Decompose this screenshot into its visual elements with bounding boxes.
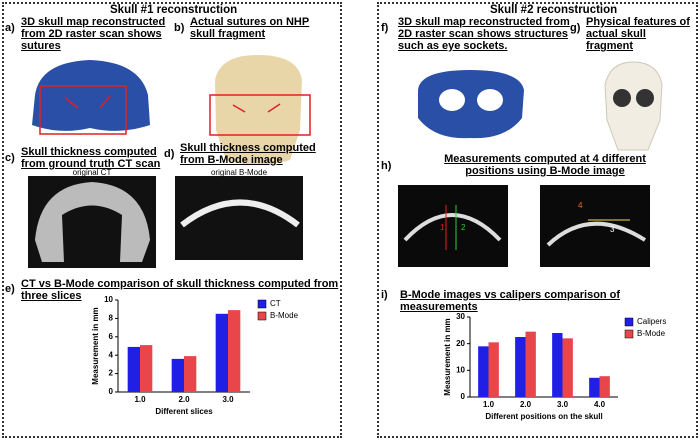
image-label: 4 xyxy=(578,201,583,210)
bar xyxy=(488,342,499,397)
x-tick-label: 2.0 xyxy=(520,400,532,409)
y-axis-label: Measurement in mm xyxy=(91,307,100,384)
panel-caption: 3D skull map reconstructed from 2D raste… xyxy=(398,16,570,52)
bar xyxy=(171,358,184,392)
legend-label: Calipers xyxy=(637,317,666,326)
suture-mark xyxy=(267,103,281,113)
highlight-box xyxy=(209,94,311,136)
bar xyxy=(599,376,610,397)
y-tick-label: 0 xyxy=(461,392,466,401)
panel-caption: Measurements computed at 4 different pos… xyxy=(444,153,646,177)
legend-label: B-Mode xyxy=(270,311,299,320)
panel-frame xyxy=(377,2,698,438)
legend-swatch xyxy=(624,329,634,339)
x-tick-label: 1.0 xyxy=(483,400,495,409)
bar xyxy=(562,338,573,397)
bmode-image xyxy=(398,185,508,267)
y-tick-label: 30 xyxy=(456,312,465,321)
y-tick-label: 0 xyxy=(109,387,114,396)
legend-label: CT xyxy=(270,299,281,308)
panel-label: i) xyxy=(381,289,388,301)
y-tick-label: 8 xyxy=(109,314,114,323)
bar xyxy=(140,345,153,392)
x-tick-label: 2.0 xyxy=(178,395,190,404)
panel-label: e) xyxy=(5,283,15,295)
legend-swatch xyxy=(624,317,634,327)
panel-caption: Physical features of actual skull fragme… xyxy=(586,16,690,52)
eye-socket xyxy=(477,89,503,111)
x-tick-label: 3.0 xyxy=(222,395,234,404)
panel-caption: CT vs B-Mode comparison of skull thickne… xyxy=(21,278,339,302)
skull-map xyxy=(418,70,524,139)
bmode-skull xyxy=(403,213,502,242)
image-label: original B-Mode xyxy=(211,168,268,177)
legend-swatch xyxy=(257,311,267,321)
bmode-skull xyxy=(546,221,647,247)
legend-label: B-Mode xyxy=(637,329,666,338)
panel-caption: B-Mode images vs calipers comparison of … xyxy=(400,289,621,313)
panel-label: f) xyxy=(381,22,389,34)
y-tick-label: 20 xyxy=(456,339,465,348)
panel-label: d) xyxy=(164,148,175,160)
bmode-image xyxy=(540,185,650,267)
bar xyxy=(127,346,140,392)
panel-label: a) xyxy=(5,22,15,34)
eye-socket xyxy=(636,89,654,107)
x-axis-label: Different positions on the skull xyxy=(485,412,602,421)
bar xyxy=(478,346,489,397)
bar xyxy=(228,310,241,392)
panel-frame xyxy=(2,2,342,438)
y-tick-label: 6 xyxy=(109,332,114,341)
panel-label: c) xyxy=(5,152,15,164)
panel-header: Skull #2 reconstruction xyxy=(490,4,618,16)
highlight-box xyxy=(39,85,127,135)
suture-mark xyxy=(64,97,79,109)
panel-label: h) xyxy=(381,160,392,172)
skull-photo xyxy=(215,55,302,165)
image-label: original CT xyxy=(73,168,112,177)
skull-map xyxy=(32,60,150,131)
legend-swatch xyxy=(257,299,267,309)
panel-caption: 3D skull map reconstructed from 2D raste… xyxy=(21,16,166,52)
y-axis-label: Measurement in mm xyxy=(443,318,452,395)
bar xyxy=(184,356,197,392)
y-tick-label: 2 xyxy=(109,369,114,378)
x-tick-label: 4.0 xyxy=(594,400,606,409)
bar xyxy=(552,333,563,397)
panel-caption: Skull thickness computed from B-Mode ima… xyxy=(180,142,316,166)
bar xyxy=(589,377,600,397)
panel-caption: Actual sutures on NHP skull fragment xyxy=(190,16,310,40)
bar xyxy=(515,337,526,397)
x-axis-label: Different slices xyxy=(155,407,213,416)
image-label: 1 xyxy=(440,223,445,232)
y-tick-label: 10 xyxy=(456,365,465,374)
panel-label: g) xyxy=(570,22,581,34)
ct-skull xyxy=(35,182,150,262)
y-tick-label: 4 xyxy=(109,350,114,359)
bmode-skull xyxy=(180,199,300,228)
x-tick-label: 3.0 xyxy=(557,400,569,409)
eye-socket xyxy=(439,89,465,111)
y-tick-label: 10 xyxy=(104,295,113,304)
suture-mark xyxy=(232,104,246,113)
panel-caption: Skull thickness computed from ground tru… xyxy=(21,146,161,170)
x-tick-label: 1.0 xyxy=(134,395,146,404)
bar xyxy=(215,313,228,392)
panel-header: Skull #1 reconstruction xyxy=(110,4,238,16)
bar xyxy=(525,331,536,397)
eye-socket xyxy=(613,89,631,107)
image-label: 2 xyxy=(461,223,466,232)
skull-photo xyxy=(604,61,663,151)
suture-mark xyxy=(99,95,111,109)
panel-label: b) xyxy=(174,22,185,34)
image-label: 3 xyxy=(610,225,615,234)
